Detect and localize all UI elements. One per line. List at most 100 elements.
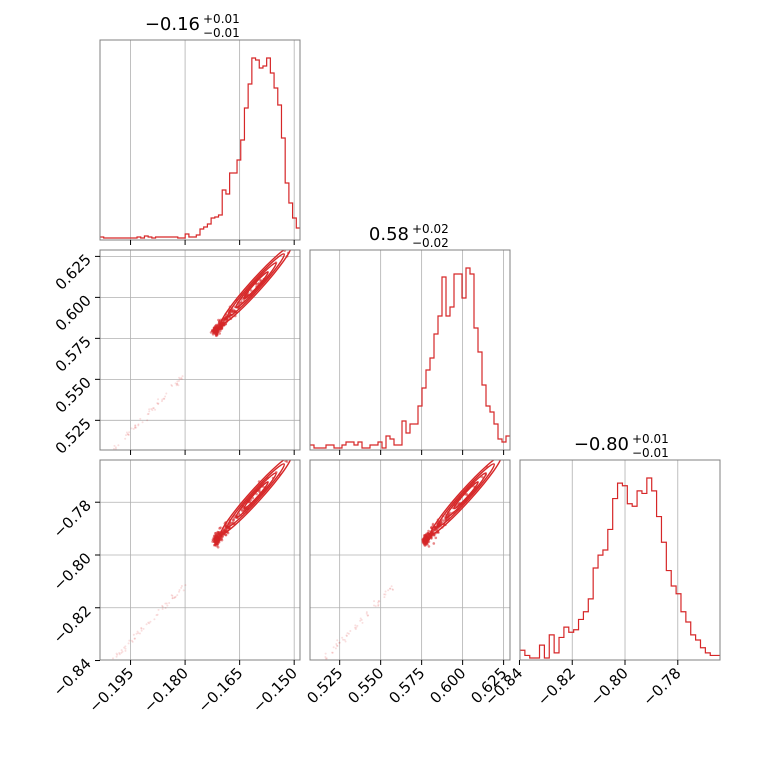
- scatter-point: [163, 397, 166, 400]
- scatter-point: [174, 595, 177, 598]
- scatter-point: [137, 632, 140, 635]
- scatter-point: [162, 397, 165, 400]
- y-tick-label: −0.80: [50, 549, 95, 594]
- scatter-point: [114, 446, 117, 449]
- scatter-point: [127, 642, 130, 645]
- scatter-frame-1-3: [99, 459, 301, 661]
- scatter-point: [120, 651, 123, 654]
- scatter-point: [211, 538, 215, 541]
- scatter-point: [171, 595, 174, 598]
- scatter-point: [184, 584, 187, 587]
- scatter-point: [161, 607, 164, 610]
- scatter-point: [427, 545, 431, 548]
- scatter-point: [118, 651, 121, 654]
- scatter-point: [218, 332, 221, 335]
- scatter-point: [360, 618, 363, 621]
- scatter-point: [320, 663, 322, 665]
- scatter-point: [365, 611, 368, 614]
- scatter-point: [422, 541, 426, 545]
- contour-level-3: [445, 472, 487, 519]
- scatter-point: [426, 531, 430, 535]
- scatter-point: [324, 652, 327, 655]
- scatter-point: [115, 652, 118, 655]
- scatter-point: [343, 638, 346, 641]
- contour-level-1: [220, 460, 292, 535]
- x-tick-label: 0.575: [385, 664, 428, 707]
- scatter-point: [180, 376, 183, 379]
- scatter-point: [224, 533, 228, 537]
- scatter-point: [171, 384, 174, 387]
- scatter-point: [137, 423, 140, 426]
- scatter-point: [217, 328, 220, 332]
- scatter-point: [365, 612, 368, 615]
- scatter-point: [151, 409, 154, 412]
- scatter-point: [168, 602, 171, 605]
- scatter-frame-2-3: [309, 459, 511, 661]
- scatter-point: [391, 588, 394, 591]
- scatter-point: [148, 622, 151, 625]
- scatter-point: [138, 632, 141, 635]
- contour-level-4: [243, 481, 269, 510]
- scatter-point: [165, 392, 168, 395]
- scatter-point: [140, 629, 143, 632]
- scatter-point: [383, 596, 386, 599]
- scatter-point: [372, 604, 375, 607]
- scatter-point: [219, 329, 222, 332]
- scatter-point: [134, 424, 137, 427]
- contour-level-1: [430, 460, 502, 535]
- title-param-1: −0.16: [145, 14, 200, 35]
- scatter-panel-2-3: [319, 460, 502, 666]
- scatter-point: [173, 596, 176, 599]
- x-tick-label: 0.600: [426, 664, 469, 707]
- title-param-1-sub: −0.01: [203, 26, 240, 40]
- scatter-point: [111, 662, 113, 664]
- x-tick-label: −0.195: [85, 664, 137, 716]
- scatter-point: [111, 657, 114, 660]
- scatter-point: [320, 663, 322, 665]
- scatter-point: [342, 638, 345, 641]
- scatter-point: [157, 402, 160, 405]
- scatter-point: [156, 402, 159, 405]
- scatter-point: [176, 380, 179, 383]
- scatter-point: [377, 603, 380, 606]
- scatter-point: [325, 657, 328, 660]
- scatter-point: [216, 538, 220, 541]
- scatter-point: [130, 427, 133, 430]
- scatter-point: [161, 604, 164, 607]
- scatter-point: [116, 653, 119, 656]
- scatter-point: [319, 664, 321, 666]
- scatter-point: [211, 328, 214, 332]
- scatter-point: [135, 632, 138, 635]
- scatter-point: [164, 602, 167, 605]
- scatter-point: [223, 318, 227, 322]
- scatter-point: [215, 323, 218, 327]
- y-tick-label: 0.525: [52, 414, 95, 457]
- scatter-point: [356, 624, 359, 627]
- scatter-point: [434, 526, 438, 530]
- scatter-point: [359, 619, 362, 622]
- scatter-point: [377, 599, 380, 602]
- x-tick-label: 0.525: [303, 664, 346, 707]
- scatter-point: [344, 640, 347, 643]
- scatter-point: [135, 426, 138, 429]
- histogram-panel-3: [519, 459, 721, 661]
- y-tick-label: 0.575: [52, 332, 95, 375]
- scatter-point: [139, 417, 142, 420]
- contour-level-4: [453, 481, 479, 510]
- scatter-point: [127, 433, 130, 436]
- scatter-point: [177, 384, 180, 387]
- scatter-point: [146, 419, 149, 422]
- scatter-point: [125, 431, 128, 434]
- scatter-point: [378, 600, 381, 603]
- scatter-point: [134, 426, 137, 429]
- contour-level-2: [226, 463, 286, 528]
- title-param-2-sub: −0.02: [412, 236, 449, 250]
- scatter-point: [180, 377, 183, 380]
- scatter-point: [366, 614, 369, 617]
- scatter-point: [387, 589, 390, 592]
- scatter-point: [124, 645, 127, 648]
- scatter-point: [338, 641, 341, 644]
- scatter-point: [331, 651, 334, 654]
- scatter-point: [218, 534, 222, 538]
- scatter-point: [164, 607, 167, 610]
